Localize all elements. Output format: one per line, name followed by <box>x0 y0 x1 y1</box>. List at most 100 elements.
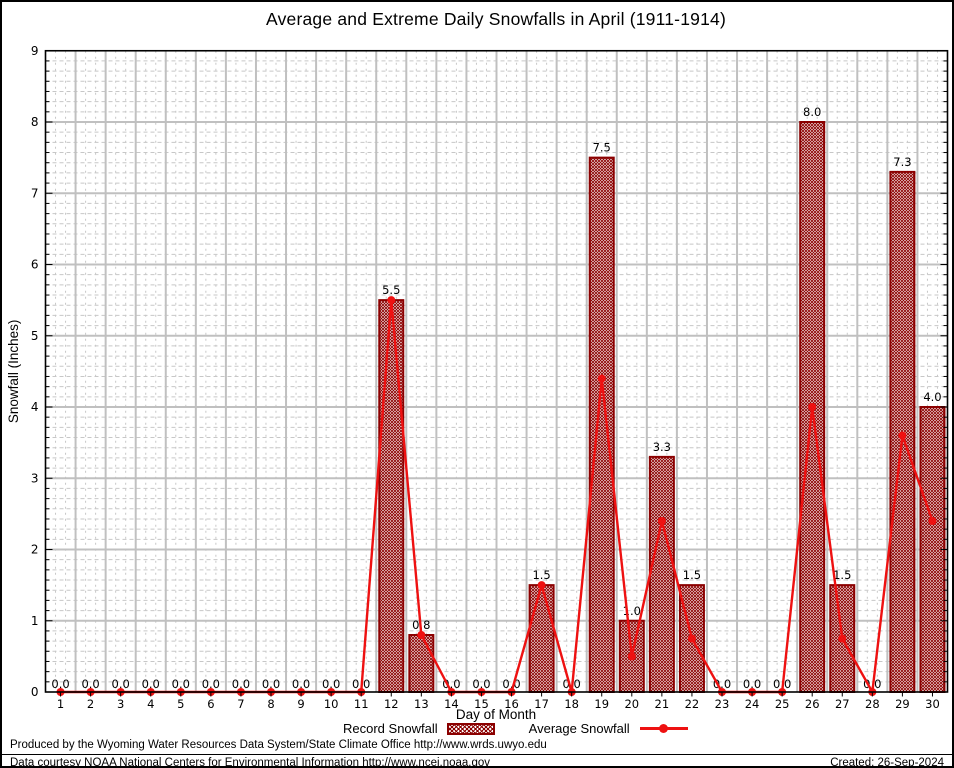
x-tick-24: 24 <box>745 697 760 711</box>
zero-value-day-15: 0.0 <box>472 677 490 691</box>
axis-ticks <box>45 60 948 697</box>
average-marker-day-26 <box>808 403 817 411</box>
average-marker-day-19 <box>597 374 606 383</box>
zero-value-day-16: 0.0 <box>502 677 520 691</box>
x-tick-15: 15 <box>474 697 489 711</box>
record-bar-day-13 <box>408 634 435 693</box>
plot-frame <box>44 49 949 693</box>
y-tick-2: 2 <box>31 543 39 557</box>
x-tick-18: 18 <box>564 697 579 711</box>
y-tick-0: 0 <box>31 685 39 699</box>
zero-value-day-23: 0.0 <box>713 677 731 691</box>
x-tick-9: 9 <box>297 697 304 711</box>
y-tick-labels: 0 1 2 3 4 5 6 7 8 9 <box>31 44 39 699</box>
legend-record-label: Record Snowfall <box>343 721 438 736</box>
y-tick-3: 3 <box>31 471 39 485</box>
zero-value-day-10: 0.0 <box>322 677 340 691</box>
x-tick-11: 11 <box>354 697 369 711</box>
zero-value-day-5: 0.0 <box>172 677 190 691</box>
x-tick-16: 16 <box>504 697 519 711</box>
x-tick-10: 10 <box>324 697 339 711</box>
average-marker-day-27 <box>838 634 847 643</box>
x-tick-4: 4 <box>147 697 154 711</box>
x-tick-27: 27 <box>835 697 850 711</box>
record-bar-day-30 <box>919 406 946 693</box>
snowfall-chart-plot: 0.0 0.0 0.0 0.0 0.0 0.0 0.0 0.0 0.0 0.0 0.05.50.80… <box>6 44 949 711</box>
y-tick-6: 6 <box>31 258 39 272</box>
legend-average-marker-icon <box>659 724 669 733</box>
x-tick-1: 1 <box>57 697 64 711</box>
average-marker-day-20 <box>627 652 636 661</box>
footer-divider <box>2 754 952 755</box>
y-axis-title: Snowfall (Inches) <box>6 320 21 424</box>
zero-value-day-6: 0.0 <box>202 677 220 691</box>
chart-title: Average and Extreme Daily Snowfalls in A… <box>266 9 726 29</box>
footer-row: Data courtesy NOAA National Centers for … <box>10 757 944 768</box>
y-tick-1: 1 <box>31 614 39 628</box>
x-tick-12: 12 <box>384 697 399 711</box>
y-tick-8: 8 <box>31 115 39 129</box>
zero-value-day-24: 0.0 <box>743 677 761 691</box>
x-tick-22: 22 <box>685 697 700 711</box>
average-marker-day-21 <box>657 517 666 525</box>
bar-value-day-27: 1.5 <box>833 568 851 582</box>
bar-value-day-21: 3.3 <box>653 440 671 454</box>
record-bar-day-17 <box>528 584 555 693</box>
bar-value-day-29: 7.3 <box>893 155 911 169</box>
bar-value-day-17: 1.5 <box>532 568 550 582</box>
x-tick-20: 20 <box>624 697 639 711</box>
legend-record-swatch <box>446 722 495 735</box>
bar-value-day-26: 8.0 <box>803 105 821 119</box>
average-marker-day-30 <box>928 517 937 525</box>
x-tick-14: 14 <box>444 697 459 711</box>
x-axis-title: Day of Month <box>455 707 537 722</box>
average-marker-day-22 <box>687 634 696 643</box>
bar-value-day-12: 5.5 <box>382 283 400 297</box>
zero-value-day-2: 0.0 <box>81 677 99 691</box>
y-tick-5: 5 <box>31 329 39 343</box>
zero-value-day-3: 0.0 <box>112 677 130 691</box>
grid-major <box>45 50 948 692</box>
zero-value-day-4: 0.0 <box>142 677 160 691</box>
x-tick-3: 3 <box>117 697 124 711</box>
record-bar-day-21 <box>648 455 675 693</box>
legend: Record Snowfall Average Snowfall <box>343 721 688 736</box>
legend-average-line-sample <box>639 724 688 733</box>
record-bar-day-19 <box>588 156 615 693</box>
zero-value-day-1: 0.0 <box>51 677 69 691</box>
average-marker-day-12 <box>387 296 396 305</box>
x-tick-30: 30 <box>925 697 940 711</box>
average-marker-day-29 <box>898 431 907 440</box>
legend-average-label: Average Snowfall <box>528 721 630 736</box>
average-marker-day-13 <box>417 631 426 639</box>
footer-data-courtesy: Data courtesy NOAA National Centers for … <box>10 757 491 768</box>
x-tick-23: 23 <box>715 697 730 711</box>
x-tick-25: 25 <box>775 697 790 711</box>
x-tick-26: 26 <box>805 697 820 711</box>
x-tick-17: 17 <box>534 697 549 711</box>
x-tick-7: 7 <box>237 697 244 711</box>
bar-value-day-30: 4.0 <box>923 390 941 404</box>
x-tick-5: 5 <box>177 697 184 711</box>
zero-value-day-7: 0.0 <box>232 677 250 691</box>
bar-value-labels: 0.0 0.0 0.0 0.0 0.0 0.0 0.0 0.0 0.0 0.0 0.05.50.80… <box>51 105 941 691</box>
x-tick-28: 28 <box>865 697 880 711</box>
footer-produced-by: Produced by the Wyoming Water Resources … <box>10 739 547 751</box>
x-tick-2: 2 <box>87 697 94 711</box>
x-tick-8: 8 <box>267 697 274 711</box>
footer-created-date: Created: 26-Sep-2024 <box>830 757 944 768</box>
y-tick-7: 7 <box>31 186 39 200</box>
zero-value-day-8: 0.0 <box>262 677 280 691</box>
x-tick-29: 29 <box>895 697 910 711</box>
bar-value-day-19: 7.5 <box>593 141 611 155</box>
record-bar-day-12 <box>378 299 405 693</box>
x-tick-labels: 1 2 3 4 5 6 7 8 9 10 11 12 13 14 15 16 17 18 19 20 21 22 23 24 2… <box>57 697 940 711</box>
x-tick-21: 21 <box>655 697 670 711</box>
zero-value-day-14: 0.0 <box>442 677 460 691</box>
x-tick-13: 13 <box>414 697 429 711</box>
x-tick-6: 6 <box>207 697 214 711</box>
zero-value-day-9: 0.0 <box>292 677 310 691</box>
x-tick-19: 19 <box>594 697 609 711</box>
y-tick-9: 9 <box>31 44 39 58</box>
